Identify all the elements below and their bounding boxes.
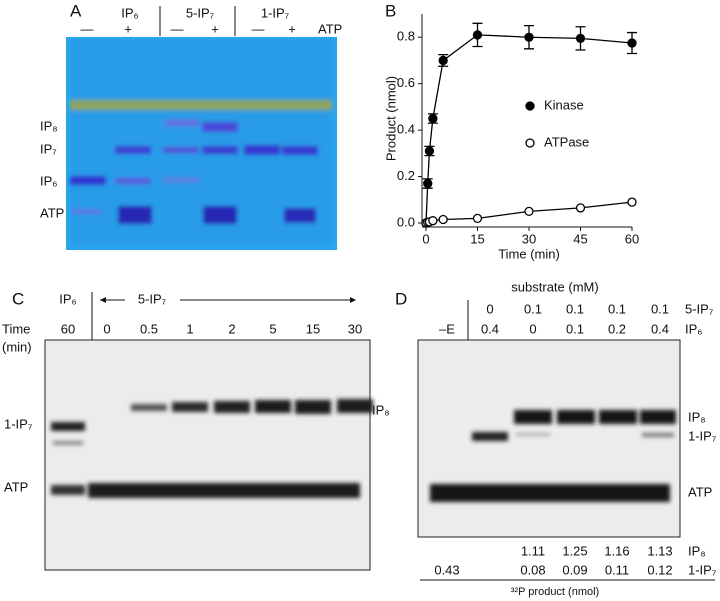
x-axis-label: Time (min): [498, 246, 560, 261]
panel-letter: C: [12, 289, 24, 308]
time-value: 30: [348, 321, 362, 336]
y-tick-label: 0.2: [397, 168, 415, 183]
data-point: [524, 206, 534, 217]
y-axis-label: Product (nmol): [383, 76, 398, 161]
y-tick-label: 0.0: [397, 214, 415, 229]
data-point: [423, 178, 433, 189]
series-line: [425, 34, 633, 224]
data-point: [438, 55, 448, 66]
legend-label: Kinase: [544, 97, 584, 112]
table-value: 1.13: [647, 543, 672, 558]
data-point: [472, 213, 483, 224]
row-label: ATP: [318, 21, 342, 36]
data-point: [627, 197, 637, 207]
table-label: 1-IP₇: [688, 562, 717, 577]
table-value: 1.16: [604, 543, 629, 558]
table-value: 0.43: [434, 562, 459, 577]
band-label: IP₇: [40, 141, 57, 156]
data-point: [428, 216, 438, 226]
legend-label: ATPase: [544, 134, 589, 149]
lane-sign: —: [171, 21, 184, 36]
data-point: [428, 113, 438, 124]
row-label: 5-IP₇: [685, 301, 714, 316]
data-point: [472, 30, 483, 40]
group-label: 1-IP₇: [261, 5, 290, 20]
table-value: 0.08: [520, 562, 545, 577]
lane-sign: +: [288, 21, 296, 36]
table-value: 1.11: [521, 543, 545, 558]
y-tick-label: 0.4: [397, 122, 415, 137]
table-value: 0.12: [647, 562, 672, 577]
band-label: ATP: [40, 205, 64, 220]
panel-letter: D: [395, 289, 407, 308]
row-label: IP₆: [685, 321, 703, 336]
conc-value: 0: [529, 321, 536, 336]
x-tick-label: 30: [522, 231, 536, 246]
table-label: IP₈: [688, 543, 706, 558]
conc-value: 0.4: [651, 321, 669, 336]
header: substrate (mM): [511, 279, 598, 294]
data-point: [438, 214, 448, 225]
panel-letter: A: [70, 1, 82, 20]
table-value: 1.25: [562, 543, 587, 558]
data-point: [575, 33, 586, 44]
table-value: 0.09: [562, 562, 587, 577]
panel-letter: B: [385, 1, 396, 20]
time-value: 15: [306, 321, 320, 336]
x-tick-label: 15: [470, 231, 484, 246]
time-unit: (min): [2, 339, 32, 354]
band-label: IP₈: [688, 409, 706, 424]
lane-sign: —: [81, 21, 94, 36]
band-label: IP₈: [372, 402, 390, 417]
band-label: 1-IP₇: [688, 428, 717, 443]
conc-value: 0: [486, 301, 493, 316]
data-point: [627, 38, 637, 48]
conc-value: 0.1: [566, 321, 584, 336]
conc-value: 0.1: [566, 301, 584, 316]
conc-value: 0.2: [608, 321, 626, 336]
legend-marker: [525, 101, 535, 111]
lane-sign: +: [211, 21, 219, 36]
band-label: ATP: [688, 484, 712, 499]
substrate-label: 5-IP₇: [138, 291, 167, 306]
band-label: IP₆: [40, 173, 58, 188]
gel-c: [44, 292, 373, 571]
gel-a: [66, 6, 337, 250]
data-point: [575, 203, 586, 213]
gel-d: [417, 300, 715, 581]
time-value: 5: [269, 321, 276, 336]
band-label: ATP: [4, 479, 28, 494]
reference-label: IP₆: [59, 291, 77, 306]
lane-sign: —: [252, 21, 265, 36]
footer: ³²P product (nmol): [511, 586, 599, 598]
y-tick-label: 0.6: [397, 75, 415, 90]
group-label: IP₆: [121, 5, 139, 20]
lane-sign: +: [124, 21, 132, 36]
time-value: 0.5: [140, 321, 158, 336]
no-enzyme-label: –E: [439, 321, 455, 336]
data-point: [524, 32, 534, 42]
time-value: 0: [103, 321, 110, 336]
x-tick-label: 60: [625, 231, 639, 246]
time-value: 1: [186, 321, 193, 336]
time-label: Time: [2, 321, 30, 336]
time-value: 60: [61, 321, 75, 336]
conc-value: 0.4: [481, 321, 499, 336]
x-tick-label: 45: [573, 231, 587, 246]
time-value: 2: [228, 321, 235, 336]
band-label: 1-IP₇: [4, 416, 33, 431]
group-label: 5-IP₇: [186, 5, 215, 20]
data-point: [424, 146, 435, 156]
legend-marker: [525, 138, 535, 148]
x-tick-label: 0: [422, 231, 429, 246]
y-tick-label: 0.8: [397, 29, 415, 44]
conc-value: 0.1: [524, 301, 542, 316]
table-value: 0.11: [605, 562, 629, 577]
conc-value: 0.1: [651, 301, 669, 316]
band-label: IP₈: [40, 118, 58, 133]
conc-value: 0.1: [608, 301, 626, 316]
